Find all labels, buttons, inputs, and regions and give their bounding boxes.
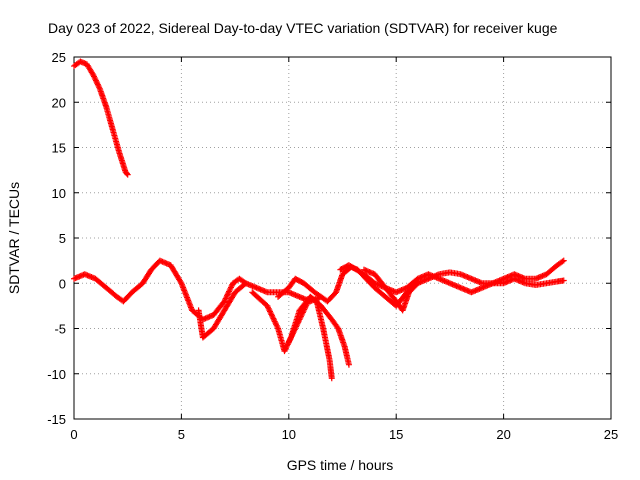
data-point [94,81,101,88]
y-tick-label: 10 [52,186,66,201]
data-point [92,76,99,83]
y-tick-label: 25 [52,50,66,65]
data-point [224,291,231,298]
data-point [242,280,249,287]
data-point [90,73,97,80]
y-tick-label: 0 [59,276,66,291]
data-point [123,170,130,177]
data-point [95,82,102,89]
data-point [177,278,184,285]
axis-ticks: 0 5 10 15 20 25 -15 -10 -5 0 5 10 15 20 25 [47,50,618,442]
y-axis-label: SDTVAR / TECUs [6,182,22,294]
y-tick-label: 15 [52,141,66,156]
series-arc-c [249,289,352,368]
data-point [281,348,288,355]
data-point [92,77,99,84]
data-point [226,287,233,294]
data-point [224,292,231,299]
data-point [413,281,420,288]
x-axis-label: GPS time / hours [287,457,394,473]
data-point [559,258,566,265]
data-point [241,281,248,288]
data-point [414,280,421,287]
x-tick-label: 5 [178,427,185,442]
x-tick-label: 0 [70,427,77,442]
series-arc-g [360,266,421,314]
data-point [91,74,98,81]
x-tick-label: 15 [389,427,403,442]
data-point [225,288,232,295]
y-tick-label: 5 [59,231,66,246]
data-point [221,298,228,305]
series-arc-d [285,293,335,382]
data-point [345,361,352,368]
data-point [90,72,97,79]
data-point [94,80,101,87]
chart-title: Day 023 of 2022, Sidereal Day-to-day VTE… [48,20,558,36]
data-point [283,344,290,351]
data-points [71,58,567,382]
data-point [96,84,103,91]
data-point [228,283,235,290]
data-point [93,78,100,85]
data-point [225,289,232,296]
y-tick-label: -15 [47,412,66,427]
x-tick-label: 25 [604,427,618,442]
grid-lines [74,57,611,419]
data-point [560,277,567,284]
y-tick-label: 20 [52,95,66,110]
x-tick-label: 10 [282,427,296,442]
y-tick-label: -10 [47,367,66,382]
data-point [328,375,335,382]
y-tick-label: -5 [54,322,66,337]
data-point [227,284,234,291]
data-point [124,171,131,178]
series-arc-b [195,280,249,341]
data-point [227,285,234,292]
data-point [560,257,567,264]
series-arc-high [71,58,131,178]
data-point [222,295,229,302]
x-tick-label: 20 [496,427,510,442]
data-point [282,345,289,352]
data-point [223,294,230,301]
data-point [282,346,289,353]
data-point [222,296,229,303]
data-point [284,342,291,349]
